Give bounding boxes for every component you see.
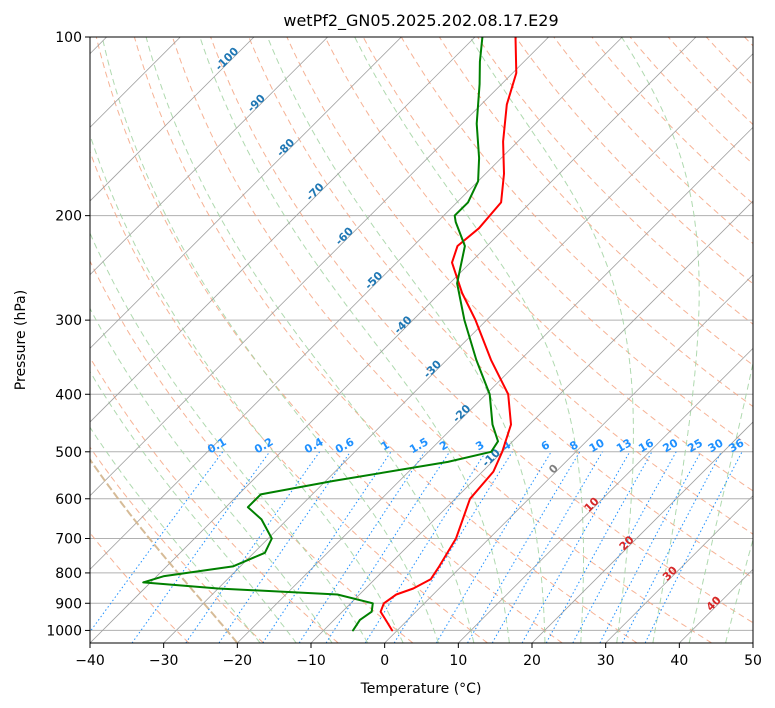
x-tick-label: 20 [523, 653, 541, 669]
wet-bulb-curve [90, 457, 239, 643]
dry-adiabat-line [438, 37, 753, 366]
dry-adiabat-line [248, 37, 753, 579]
moist-adiabat-line [90, 370, 297, 643]
dry-adiabat-line [90, 356, 339, 643]
moist-adiabat-line [101, 37, 439, 643]
x-tick-label: 50 [744, 653, 762, 669]
dry-adiabat-line [400, 37, 753, 408]
isotherm-line [90, 37, 402, 349]
dry-adiabat-line [286, 37, 753, 535]
wet-bulb-line [90, 457, 239, 643]
temperature-profile-line [379, 37, 518, 632]
y-tick-label: 1000 [46, 623, 82, 639]
y-tick-label: 400 [55, 387, 82, 403]
mixing-ratio-line [325, 451, 451, 643]
moist-adiabat-line [90, 426, 261, 643]
moist-adiabat-line [90, 307, 333, 643]
dry-adiabat-line [90, 150, 488, 643]
isotherm-line [90, 37, 328, 276]
isotherm-line [458, 347, 753, 643]
mixing-ratio-line [644, 451, 743, 643]
x-tick-label: 40 [670, 653, 688, 669]
mixing-ratio-line [572, 451, 677, 643]
moist-adiabat-line [354, 37, 584, 643]
y-tick-label: 300 [55, 313, 82, 329]
isotherm-line [605, 495, 753, 643]
isotherm-line [90, 37, 623, 570]
y-tick-label: 200 [55, 209, 82, 225]
x-tick-label: 0 [380, 653, 389, 669]
dry-adiabat-line [324, 37, 753, 492]
isotherm-line [384, 274, 753, 643]
y-tick-label: 800 [55, 566, 82, 582]
isotherm-line [531, 421, 753, 643]
isotherm-line [310, 200, 753, 643]
isotherm-line [163, 53, 753, 643]
y-axis-label: Pressure (hPa) [13, 290, 29, 390]
mixing-ratio-line [298, 451, 426, 643]
skewed-isotherms [90, 37, 753, 643]
moist-adiabat-line [90, 231, 369, 643]
x-tick-label: −30 [149, 653, 179, 669]
pressure-grid [90, 37, 753, 631]
chart-title: wetPf2_GN05.2025.202.08.17.E29 [283, 11, 558, 31]
isotherm-line [237, 126, 753, 643]
moist-adiabat-line [145, 37, 475, 643]
dry-adiabat-line [210, 37, 753, 624]
moist-adiabat-line [267, 37, 546, 643]
mixing-ratio-line [599, 451, 702, 643]
dry-adiabat-line [90, 446, 264, 643]
moist-adiabat-line [621, 37, 700, 643]
dry-adiabat-line [362, 37, 753, 450]
mixing-ratio-line [185, 451, 321, 643]
isotherm-line [90, 37, 476, 423]
mixing-ratio-line [521, 451, 631, 643]
mixing-ratio-line [131, 451, 271, 643]
isotherm-line [90, 37, 697, 643]
mixing-ratio-line [435, 451, 552, 643]
moist-adiabat-line [199, 37, 510, 643]
moist-adiabats [90, 37, 753, 643]
plot-frame [89, 36, 754, 644]
sounding-series [142, 37, 518, 632]
dewpoint-profile-line [142, 37, 499, 632]
mixing-ratio-line [90, 451, 224, 633]
y-tick-label: 900 [55, 596, 82, 612]
dry-adiabat-line [95, 37, 563, 643]
x-axis-ticks: −40 −30 −20 −10 0 10 20 30 40 50 [75, 643, 762, 669]
moist-adiabat-line [725, 537, 753, 643]
isotherm-line [90, 37, 255, 202]
mixing-ratio-line [364, 451, 487, 643]
y-tick-label: 700 [55, 532, 82, 548]
y-tick-label: 100 [55, 30, 82, 46]
x-tick-label: 30 [597, 653, 615, 669]
mixing-ratio-line [218, 451, 351, 643]
plot-area [90, 37, 753, 643]
x-tick-label: −20 [223, 653, 253, 669]
x-axis-label: Temperature (°C) [360, 681, 482, 697]
x-tick-label: −10 [296, 653, 326, 669]
mixing-ratio-line [545, 451, 653, 643]
dry-adiabat-line [133, 37, 638, 643]
y-axis-ticks: 1000 900 800 700 600 500 400 300 200 100 [46, 30, 90, 639]
moist-adiabat-line [90, 133, 404, 643]
mixing-ratio-lines [90, 451, 743, 643]
isotherm-line [90, 37, 549, 497]
x-tick-label: −40 [75, 653, 105, 669]
moist-adiabat-line [469, 37, 634, 643]
y-tick-label: 500 [55, 445, 82, 461]
y-tick-label: 600 [55, 492, 82, 508]
x-tick-label: 10 [449, 653, 467, 669]
moist-adiabat-line [688, 361, 753, 643]
mixing-ratio-line [262, 451, 392, 643]
